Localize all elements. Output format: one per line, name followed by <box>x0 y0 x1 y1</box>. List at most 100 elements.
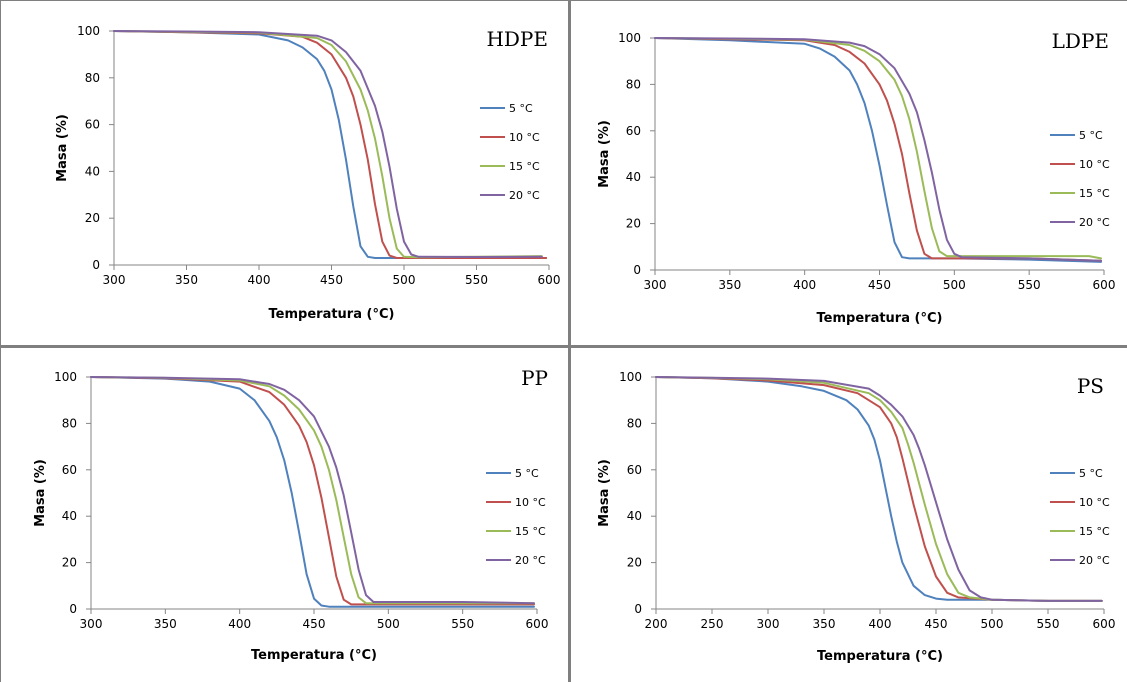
x-tick-label: 300 <box>757 617 780 631</box>
legend-label: 20 °C <box>509 189 540 202</box>
series-line-10c <box>654 37 1102 262</box>
legend-label: 10 °C <box>509 131 540 144</box>
x-tick-label: 400 <box>228 617 251 631</box>
x-tick-label: 400 <box>793 278 816 292</box>
x-tick-label: 550 <box>1018 278 1041 292</box>
y-tick-label: 80 <box>85 71 100 85</box>
x-tick-label: 550 <box>451 617 474 631</box>
legend-label: 5 °C <box>515 467 539 480</box>
y-tick-label: 60 <box>626 124 641 138</box>
y-tick-label: 40 <box>626 170 641 184</box>
y-tick-label: 0 <box>634 602 642 616</box>
x-tick-label: 350 <box>813 617 836 631</box>
chart-panel-ldpe: 0 20 40 60 80 100 300 350 400 450 500 550 600 Tempera… <box>572 0 1127 345</box>
y-tick-label: 20 <box>85 211 100 225</box>
panel-title: PS <box>1077 374 1104 398</box>
series-line-20c <box>655 376 1103 602</box>
series-line-10c <box>655 376 1103 602</box>
y-tick-label: 60 <box>627 463 642 477</box>
x-tick-label: 400 <box>869 617 892 631</box>
x-axis-title: Temperatura (°C) <box>817 311 943 326</box>
series-line-15c <box>90 376 535 605</box>
frame-border-top <box>0 0 1127 1</box>
x-axis-title: Temperatura (°C) <box>817 649 943 664</box>
y-tick-label: 20 <box>627 556 642 570</box>
x-tick-label: 300 <box>80 617 103 631</box>
y-axis-title: Masa (%) <box>55 114 70 182</box>
x-axis-title: Temperatura (°C) <box>251 648 377 663</box>
legend-label: 15 °C <box>1079 187 1110 200</box>
frame-divider-vertical <box>568 0 571 682</box>
y-tick-label: 40 <box>62 509 77 523</box>
x-axis-title: Temperatura (°C) <box>269 307 395 322</box>
chart-svg-ps: 0 20 40 60 80 100 200 250 300 350 400 450 500 550 600 T… <box>597 370 1116 664</box>
y-axis-title: Masa (%) <box>597 459 612 527</box>
series-line-15c <box>654 37 1102 260</box>
x-tick-label: 300 <box>644 278 667 292</box>
y-tick-label: 80 <box>62 416 77 430</box>
y-tick-label: 0 <box>69 602 77 616</box>
x-tick-label: 400 <box>248 273 271 287</box>
x-tick-label: 550 <box>1037 617 1060 631</box>
chart-panel-hdpe: 0 20 40 60 80 100 300 350 400 450 500 550 600 Tempera… <box>0 0 567 345</box>
chart-panel-pp: 0 20 40 60 80 100 300 350 400 450 500 550 600 Tempera… <box>0 349 567 682</box>
x-tick-label: 500 <box>393 273 416 287</box>
x-tick-label: 450 <box>303 617 326 631</box>
y-tick-label: 80 <box>627 416 642 430</box>
chart-panel-ps: 0 20 40 60 80 100 200 250 300 350 400 450 500 550 600 T… <box>572 349 1127 682</box>
x-tick-label: 500 <box>981 617 1004 631</box>
x-tick-label: 500 <box>377 617 400 631</box>
series-line-10c <box>113 30 548 259</box>
y-tick-label: 100 <box>77 24 100 38</box>
series-line-5c <box>113 30 548 259</box>
legend-label: 20 °C <box>515 554 546 567</box>
series-line-20c <box>113 30 543 258</box>
legend-label: 10 °C <box>1079 158 1110 171</box>
series-line-5c <box>90 376 535 608</box>
chart-svg-hdpe: 0 20 40 60 80 100 300 350 400 450 500 550 600 Tempera… <box>55 24 561 322</box>
legend-label: 20 °C <box>1079 216 1110 229</box>
frame-divider-horizontal <box>0 345 1127 348</box>
legend-label: 5 °C <box>1079 129 1103 142</box>
panel-title: HDPE <box>486 27 548 51</box>
y-tick-label: 40 <box>627 509 642 523</box>
x-tick-label: 500 <box>943 278 966 292</box>
y-tick-label: 100 <box>54 370 77 384</box>
x-tick-label: 600 <box>1093 278 1116 292</box>
series-line-5c <box>655 376 1103 602</box>
series-line-5c <box>654 37 1102 263</box>
legend-label: 10 °C <box>1079 496 1110 509</box>
y-tick-label: 0 <box>92 258 100 272</box>
x-tick-label: 350 <box>175 273 198 287</box>
x-tick-label: 450 <box>868 278 891 292</box>
legend-label: 15 °C <box>515 525 546 538</box>
x-tick-label: 450 <box>320 273 343 287</box>
chart-svg-pp: 0 20 40 60 80 100 300 350 400 450 500 550 600 Tempera… <box>33 366 548 663</box>
y-tick-label: 0 <box>633 263 641 277</box>
legend-label: 5 °C <box>509 102 533 115</box>
panel-title: PP <box>521 366 548 390</box>
x-tick-label: 250 <box>701 617 724 631</box>
x-tick-label: 450 <box>925 617 948 631</box>
x-tick-label: 600 <box>1093 617 1116 631</box>
legend-label: 15 °C <box>509 160 540 173</box>
x-tick-label: 600 <box>538 273 561 287</box>
y-tick-label: 20 <box>62 556 77 570</box>
x-tick-label: 350 <box>154 617 177 631</box>
y-tick-label: 60 <box>85 118 100 132</box>
series-line-15c <box>655 376 1103 602</box>
y-tick-label: 60 <box>62 463 77 477</box>
chart-svg-ldpe: 0 20 40 60 80 100 300 350 400 450 500 550 600 Tempera… <box>597 29 1116 326</box>
legend-label: 10 °C <box>515 496 546 509</box>
y-tick-label: 20 <box>626 217 641 231</box>
x-tick-label: 550 <box>465 273 488 287</box>
x-tick-label: 300 <box>103 273 126 287</box>
legend-label: 5 °C <box>1079 467 1103 480</box>
panel-title: LDPE <box>1052 29 1109 53</box>
series-line-20c <box>90 376 535 605</box>
y-axis-title: Masa (%) <box>33 459 48 527</box>
legend-label: 15 °C <box>1079 525 1110 538</box>
y-tick-label: 100 <box>619 370 642 384</box>
series-line-20c <box>654 37 1102 262</box>
